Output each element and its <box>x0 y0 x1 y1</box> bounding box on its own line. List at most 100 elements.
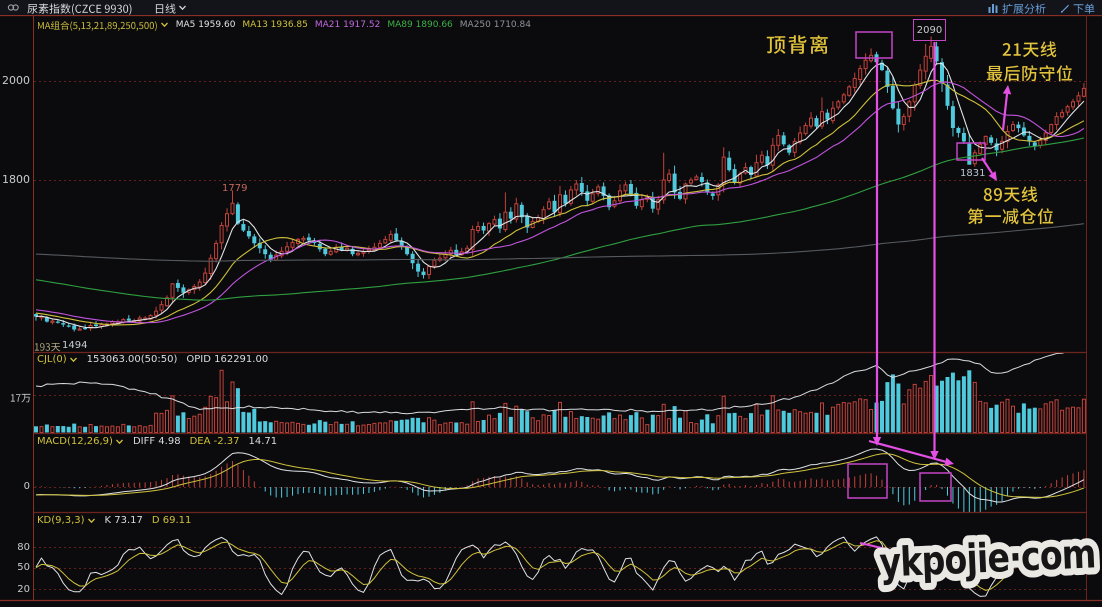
kd-indicator-selector[interactable]: KD(9,3,3) <box>37 515 96 527</box>
top-high-label: 2090 <box>913 19 946 41</box>
swing-high-label: 1779 <box>222 183 248 194</box>
annotation-ma21-title: 21天线 <box>1002 36 1057 61</box>
annotation-ma21-subtitle: 最后防守位 <box>986 60 1074 85</box>
cjk-text-graphic <box>766 35 828 54</box>
ma250-value: MA250 1710.84 <box>459 19 531 30</box>
price-tick-2000: 2000 <box>2 74 30 87</box>
cjk-glyphs <box>1073 3 1095 14</box>
kd-d-value: D 69.11 <box>151 515 192 526</box>
cjk-text-graphic <box>10 393 31 403</box>
price-tick-1800: 1800 <box>2 173 30 186</box>
chevron-glyph <box>178 5 186 10</box>
cjk-text-graphic <box>34 343 61 352</box>
pane-borders-and-annotations <box>0 14 1102 602</box>
kd-k-value: K 73.17 <box>104 515 143 526</box>
macd-pane-series <box>34 448 1086 513</box>
cjk-glyphs <box>986 65 1073 82</box>
cjk-text-graphic <box>1073 3 1095 14</box>
ma5-value: MA5 1959.60 <box>175 19 236 30</box>
bar-1 <box>988 6 991 13</box>
volume-pane-series <box>34 352 1086 434</box>
ma21-value: MA21 1917.52 <box>314 19 381 30</box>
watermark-group: ykpojie·com <box>872 524 1102 593</box>
instrument-link-icon[interactable] <box>7 3 20 12</box>
ring-left <box>7 4 15 11</box>
chevron-glyph <box>69 357 77 363</box>
title-bar-right: 扩展分析 下单 <box>988 0 1102 15</box>
cjk-text-graphic <box>155 3 176 14</box>
pencil-body <box>1061 4 1069 13</box>
bar-2 <box>992 3 994 13</box>
watermark: ykpojie·com <box>872 524 1102 593</box>
cjk-text-graphic <box>1002 41 1057 58</box>
volume-header: CJL(0) 153063.00(50:50) OPID 162291.00 <box>37 354 268 366</box>
cjk-glyphs <box>27 3 132 15</box>
bar-3 <box>995 5 998 13</box>
macd-value: 14.71 <box>248 436 278 447</box>
annotation-top-divergence: 顶背离 <box>766 29 831 58</box>
open-interest-value: OPID 162291.00 <box>186 354 269 365</box>
cjk-glyphs <box>967 208 1054 225</box>
title-bar-left: 尿素指数(CZCE 9930) 日线 <box>0 0 187 15</box>
cjk-glyphs <box>38 20 157 31</box>
kd-tick-50: 50 <box>17 562 30 573</box>
chevron-down-icon <box>69 357 77 363</box>
cjk-glyphs <box>1002 3 1046 14</box>
volume-indicator-label: CJL(0) <box>37 354 67 365</box>
chevron-glyph <box>160 22 168 28</box>
macd-indicator-selector[interactable]: MACD(12,26,9) <box>37 436 124 448</box>
annotation-ma89-subtitle: 第一减仓位 <box>967 203 1055 228</box>
cjk-text-graphic <box>967 208 1054 225</box>
kd-header: KD(9,3,3) K 73.17 D 69.11 <box>37 515 191 527</box>
cjk-text-graphic <box>983 186 1038 203</box>
cjk-glyphs <box>34 343 61 352</box>
chevron-down-icon <box>160 22 168 28</box>
ring-right <box>12 4 19 11</box>
cjk-text-graphic <box>38 20 157 31</box>
instrument-title[interactable]: 尿素指数(CZCE 9930) <box>27 0 133 15</box>
cjk-glyphs <box>983 186 1038 203</box>
extended-analysis-button[interactable]: 扩展分析 <box>988 0 1046 15</box>
kd-indicator-label: KD(9,3,3) <box>37 515 85 526</box>
main-pane-series <box>34 36 1086 332</box>
link-rings-icon <box>7 4 19 11</box>
cjk-glyphs <box>766 35 828 54</box>
kd-tick-80: 80 <box>17 542 30 553</box>
cjk-text-graphic <box>27 3 132 15</box>
pencil-tip <box>1061 10 1063 13</box>
cjk-text-graphic <box>1002 3 1046 14</box>
cjk-glyphs <box>1002 41 1057 58</box>
annotation-ma89-title: 89天线 <box>983 181 1038 206</box>
cjk-text-graphic <box>986 65 1073 82</box>
macd-diff-value: DIFF 4.98 <box>132 436 181 447</box>
cjk-glyphs <box>155 3 176 14</box>
kd-pane-series <box>34 536 1086 597</box>
period-selector[interactable]: 日线 <box>154 0 187 15</box>
chevron-down-icon <box>87 518 95 524</box>
bars-count-label: 193天 <box>34 339 61 354</box>
ma13-value: MA13 1936.85 <box>242 19 308 30</box>
macd-header: MACD(12,26,9) DIFF 4.98 DEA -2.37 14.71 <box>37 436 277 448</box>
macd-tick-0: 0 <box>23 481 30 492</box>
ma-group-selector[interactable]: MA组合(5,13,21,89,250,500) <box>37 18 169 32</box>
lowest-price-label: 1494 <box>62 340 88 351</box>
pullback-low-label: 1831 <box>960 168 986 179</box>
macd-indicator-label: MACD(12,26,9) <box>37 436 113 447</box>
order-pencil-icon <box>1061 4 1069 13</box>
watermark-text: ykpojie·com <box>879 530 1097 586</box>
ma89-value: MA89 1890.66 <box>387 19 453 30</box>
top-high-value: 2090 <box>916 24 943 36</box>
volume-tick-170k: 17万 <box>10 390 31 405</box>
place-order-button[interactable]: 下单 <box>1060 0 1095 15</box>
chevron-glyph <box>115 439 123 445</box>
chevron-glyph <box>87 518 95 524</box>
volume-value: 153063.00(50:50) <box>86 354 178 365</box>
bar-chart-icon <box>988 3 998 13</box>
ma-legend: MA组合(5,13,21,89,250,500) MA5 1959.60 MA1… <box>37 18 531 32</box>
kd-tick-20: 20 <box>17 584 30 595</box>
cjk-glyphs <box>10 393 31 403</box>
volume-indicator-selector[interactable]: CJL(0) <box>37 354 78 366</box>
chevron-down-icon <box>115 439 123 445</box>
